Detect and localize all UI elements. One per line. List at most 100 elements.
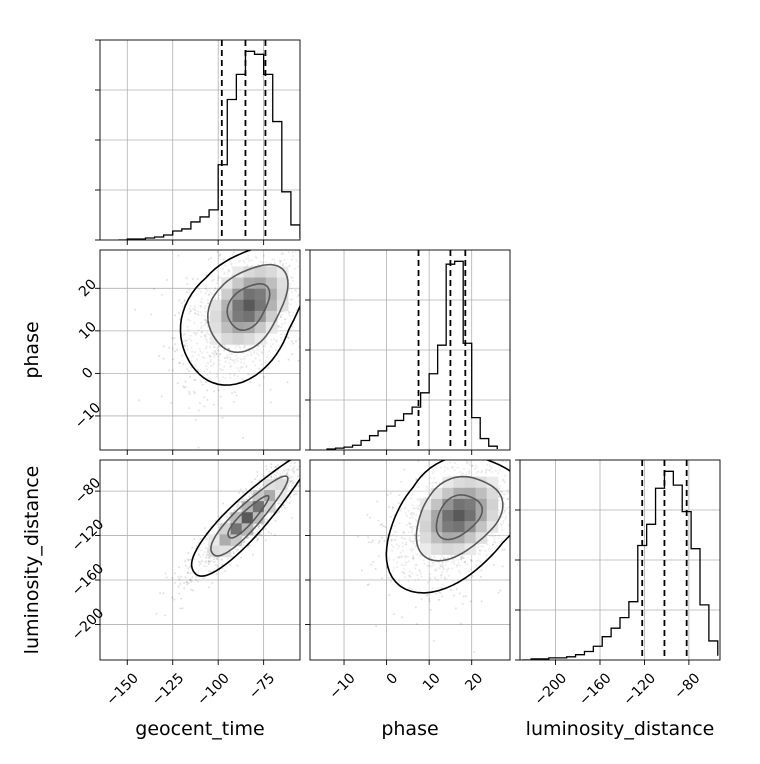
- sample-point: [187, 552, 190, 555]
- sample-point: [193, 537, 196, 540]
- sample-point: [292, 342, 295, 345]
- sample-point: [202, 577, 205, 580]
- sample-point: [265, 341, 268, 344]
- sample-point: [228, 270, 231, 273]
- sample-point: [432, 639, 435, 642]
- sample-point: [162, 357, 165, 360]
- contour-line: [385, 460, 510, 594]
- sample-point: [514, 517, 516, 519]
- sample-point: [208, 293, 211, 296]
- sample-point: [304, 473, 306, 475]
- sample-point: [223, 365, 226, 368]
- sample-point: [261, 232, 263, 234]
- sample-point: [223, 272, 226, 275]
- sample-point: [254, 357, 257, 360]
- y-tick-label: 10: [76, 319, 100, 343]
- sample-point: [278, 325, 281, 328]
- sample-point: [280, 474, 283, 477]
- sample-point: [213, 345, 216, 348]
- sample-point: [243, 357, 246, 360]
- sample-point: [228, 348, 231, 351]
- sample-point: [212, 289, 215, 292]
- sample-point: [239, 500, 242, 503]
- sample-point: [290, 479, 293, 482]
- sample-point: [214, 519, 217, 522]
- sample-point: [264, 539, 267, 542]
- sample-point: [188, 288, 191, 291]
- sample-point: [248, 544, 251, 547]
- sample-point: [245, 366, 248, 369]
- sample-point: [217, 565, 220, 568]
- sample-point: [229, 376, 232, 379]
- sample-point: [254, 533, 257, 536]
- sample-point: [269, 388, 272, 391]
- sample-point: [239, 358, 242, 361]
- sample-point: [278, 510, 281, 513]
- sample-point: [199, 290, 202, 293]
- sample-point: [186, 348, 189, 351]
- x-axis-label-luminosity_distance: luminosity_distance: [526, 718, 715, 740]
- sample-point: [220, 407, 223, 410]
- sample-point: [307, 451, 309, 453]
- x-tick-label: 0: [384, 670, 402, 688]
- sample-point: [220, 369, 223, 372]
- sample-point: [206, 553, 209, 556]
- sample-point: [259, 487, 262, 490]
- density-cell: [221, 288, 233, 301]
- sample-point: [174, 572, 177, 575]
- sample-point: [227, 347, 230, 350]
- sample-point: [233, 231, 235, 233]
- sample-point: [236, 564, 239, 567]
- sample-point: [229, 365, 232, 368]
- sample-point: [207, 569, 210, 572]
- sample-point: [206, 367, 209, 370]
- sample-point: [203, 319, 206, 322]
- sample-point: [274, 349, 277, 352]
- sample-point: [222, 258, 225, 261]
- sample-point: [203, 356, 206, 359]
- sample-point: [297, 294, 300, 297]
- sample-point: [317, 448, 319, 450]
- sample-point: [255, 256, 258, 259]
- sample-point: [499, 589, 502, 592]
- sample-point: [204, 318, 207, 321]
- sample-point: [268, 470, 271, 473]
- sample-point: [192, 332, 195, 335]
- sample-point: [307, 467, 309, 469]
- sample-point: [259, 237, 261, 239]
- sample-point: [301, 247, 303, 249]
- sample-point: [190, 339, 193, 342]
- sample-point: [392, 613, 395, 616]
- sample-point: [311, 454, 313, 456]
- sample-point: [213, 353, 216, 356]
- sample-point: [257, 344, 260, 347]
- sample-point: [287, 313, 290, 316]
- sample-point: [301, 476, 303, 478]
- sample-point: [180, 597, 183, 600]
- sample-point: [477, 445, 479, 447]
- sample-point: [246, 264, 249, 267]
- sample-point: [239, 259, 242, 262]
- sample-point: [217, 349, 220, 352]
- sample-point: [263, 246, 265, 248]
- sample-point: [203, 370, 206, 373]
- sample-point: [252, 240, 254, 242]
- sample-point: [277, 360, 280, 363]
- sample-point: [205, 287, 208, 290]
- sample-point: [502, 420, 504, 422]
- sample-point: [532, 433, 534, 435]
- sample-point: [199, 311, 202, 314]
- sample-point: [281, 264, 284, 267]
- sample-point: [258, 524, 261, 527]
- sample-point: [228, 362, 231, 365]
- sample-point: [229, 356, 232, 359]
- sample-point: [287, 228, 289, 230]
- density-cell: [265, 288, 278, 301]
- sample-point: [235, 354, 238, 357]
- sample-point: [230, 263, 233, 266]
- sample-point: [501, 565, 504, 568]
- sample-point: [273, 337, 276, 340]
- sample-point: [201, 352, 204, 355]
- sample-point: [252, 360, 255, 363]
- sample-point: [292, 279, 295, 282]
